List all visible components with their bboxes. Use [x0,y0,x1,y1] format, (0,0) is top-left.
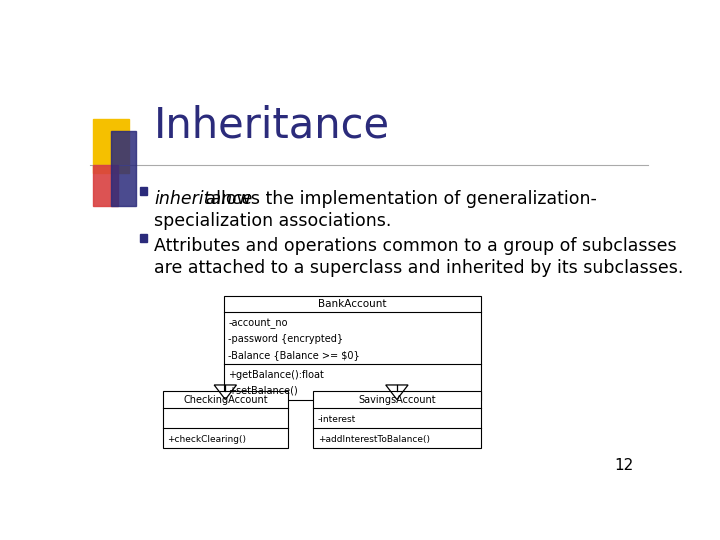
Text: are attached to a superclass and inherited by its subclasses.: are attached to a superclass and inherit… [154,259,683,276]
Text: -Balance {Balance >= $0}: -Balance {Balance >= $0} [228,350,360,360]
Text: +getBalance():float: +getBalance():float [228,370,324,380]
Text: +addInterestToBalance(): +addInterestToBalance() [318,435,430,443]
Text: -account_no: -account_no [228,318,288,329]
Text: BankAccount: BankAccount [318,299,387,309]
Text: inheritance: inheritance [154,190,253,208]
Text: SavingsAccount: SavingsAccount [358,395,436,404]
Text: specialization associations.: specialization associations. [154,212,392,230]
Bar [163,391,288,448]
Text: -password {encrypted}: -password {encrypted} [228,334,343,344]
Bar [140,234,148,242]
Text: +checkClearing(): +checkClearing() [167,435,246,443]
Bar [111,131,136,206]
Text: -interest: -interest [318,415,356,423]
Bar [313,391,481,448]
Text: Attributes and operations common to a group of subclasses: Attributes and operations common to a gr… [154,237,677,255]
Text: Inheritance: Inheritance [154,104,390,146]
Text: 12: 12 [615,458,634,473]
Text: CheckingAccount: CheckingAccount [183,395,268,404]
Text: allows the implementation of generalization-: allows the implementation of generalizat… [200,190,598,208]
Text: +setBalance(): +setBalance() [228,386,298,396]
Bar [93,165,118,206]
Bar [224,295,481,400]
Bar [140,187,148,195]
Bar [93,119,129,173]
